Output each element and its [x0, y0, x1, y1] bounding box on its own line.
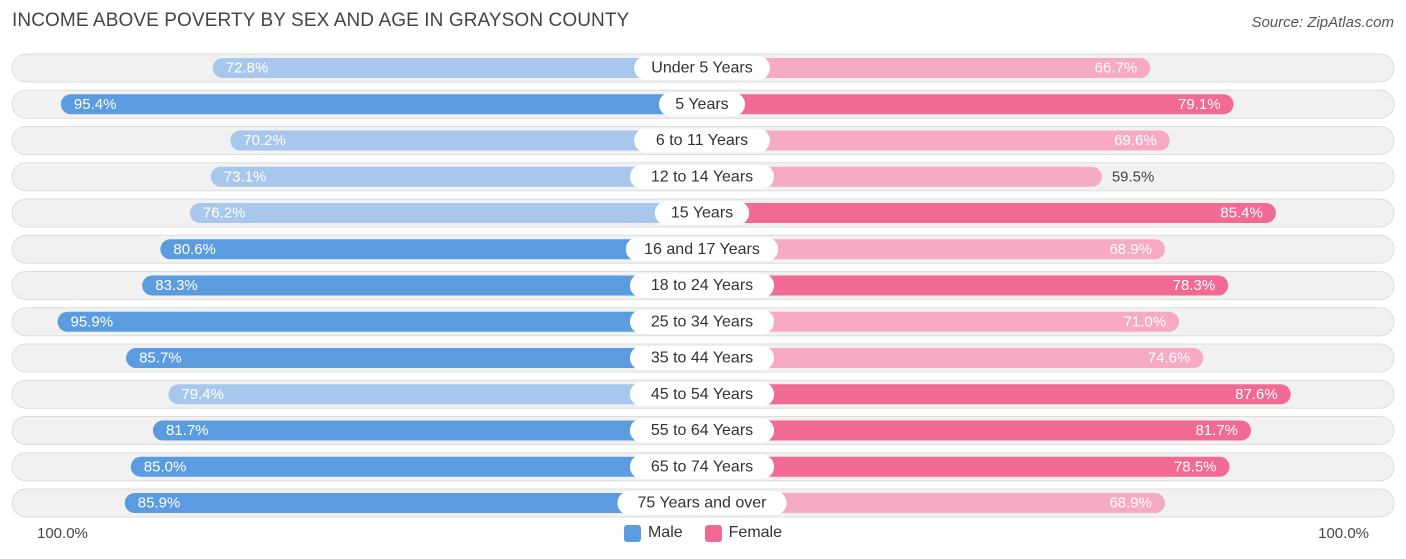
- female-bar: [702, 58, 1151, 78]
- female-value-label: 66.7%: [1095, 60, 1138, 77]
- female-bar: [702, 384, 1291, 405]
- female-bar: [702, 493, 1166, 513]
- category-label-background: [629, 454, 775, 479]
- female-bar: [702, 311, 1180, 332]
- category-label: 75 Years and over: [638, 495, 768, 512]
- category-label-background: [634, 56, 770, 80]
- male-value-label: 85.7%: [139, 350, 182, 367]
- male-value-label: 79.4%: [181, 386, 224, 403]
- category-label: 15 Years: [671, 205, 733, 222]
- legend: Male Female: [0, 524, 1406, 542]
- category-label: 65 to 74 Years: [651, 458, 753, 475]
- category-label: 18 to 24 Years: [651, 277, 753, 294]
- female-value-label: 87.6%: [1235, 386, 1278, 403]
- category-label: 16 and 17 Years: [644, 241, 760, 258]
- category-label: Under 5 Years: [651, 60, 752, 77]
- male-value-label: 95.4%: [74, 96, 117, 113]
- category-label-background: [629, 346, 775, 370]
- female-swatch-icon: [704, 524, 722, 542]
- male-bar: [60, 94, 703, 115]
- male-bar: [210, 166, 702, 187]
- female-bar: [702, 166, 1102, 187]
- male-swatch-icon: [623, 524, 641, 542]
- male-value-label: 80.6%: [173, 241, 216, 258]
- male-bar: [230, 130, 703, 151]
- male-bar: [126, 348, 702, 368]
- male-bar: [212, 58, 702, 78]
- male-value-label: 70.2%: [243, 132, 286, 149]
- legend-male-label: Male: [647, 524, 683, 541]
- male-value-label: 85.9%: [138, 495, 181, 512]
- female-bar: [702, 203, 1276, 223]
- male-value-label: 85.0%: [144, 458, 187, 475]
- female-value-label: 71.0%: [1124, 313, 1167, 330]
- female-value-label: 79.1%: [1178, 96, 1221, 113]
- legend-female-label: Female: [728, 524, 783, 541]
- chart-area: 72.8% 66.7% Under 5 Years 95.4% 79.1% 5 Years…: [11, 53, 1395, 518]
- category-label: 45 to 54 Years: [651, 386, 753, 403]
- category-label-background: [629, 273, 775, 298]
- category-label-background: [629, 418, 775, 443]
- female-value-label: 78.3%: [1173, 277, 1216, 294]
- category-label-background: [629, 309, 775, 334]
- category-label: 6 to 11 Years: [656, 132, 748, 149]
- legend-item-female[interactable]: Female: [704, 524, 783, 542]
- category-label-background: [625, 237, 779, 262]
- male-value-label: 83.3%: [155, 277, 198, 294]
- legend-item-male[interactable]: Male: [623, 524, 683, 542]
- category-label: 5 Years: [675, 96, 728, 113]
- female-value-label: 69.6%: [1114, 132, 1157, 149]
- female-value-label: 78.5%: [1174, 458, 1217, 475]
- category-label-background: [634, 128, 770, 153]
- female-bar: [702, 239, 1166, 260]
- axis-left-label: 100.0%: [37, 525, 88, 542]
- category-label: 35 to 44 Years: [651, 350, 753, 367]
- male-bar: [124, 493, 702, 513]
- female-bar: [702, 348, 1204, 368]
- female-value-label: 68.9%: [1109, 495, 1152, 512]
- female-bar: [702, 456, 1230, 477]
- female-value-label: 59.5%: [1112, 168, 1155, 185]
- male-bar: [152, 420, 702, 441]
- male-value-label: 76.2%: [203, 205, 246, 222]
- male-value-label: 95.9%: [71, 313, 114, 330]
- female-bar: [702, 275, 1229, 296]
- category-label-background: [629, 164, 775, 189]
- male-bar: [130, 456, 703, 477]
- category-label-background: [629, 382, 775, 407]
- female-value-label: 68.9%: [1109, 241, 1152, 258]
- male-value-label: 73.1%: [224, 168, 267, 185]
- chart-title: INCOME ABOVE POVERTY BY SEX AND AGE IN G…: [12, 10, 630, 31]
- male-value-label: 81.7%: [166, 422, 209, 439]
- female-bar: [702, 420, 1252, 441]
- category-label-background: [658, 92, 746, 117]
- male-value-label: 72.8%: [226, 60, 269, 77]
- category-label-background: [617, 491, 787, 515]
- female-bar: [702, 130, 1170, 151]
- female-value-label: 81.7%: [1195, 422, 1238, 439]
- category-label: 55 to 64 Years: [651, 422, 753, 439]
- category-label-background: [654, 201, 750, 225]
- male-bar: [160, 239, 703, 260]
- male-bar: [168, 384, 702, 405]
- category-label: 25 to 34 Years: [651, 313, 753, 330]
- female-value-label: 74.6%: [1148, 350, 1191, 367]
- source-label[interactable]: Source: ZipAtlas.com: [1251, 14, 1394, 31]
- male-bar: [189, 203, 702, 223]
- female-value-label: 85.4%: [1220, 205, 1263, 222]
- male-bar: [142, 275, 702, 296]
- male-bar: [57, 311, 702, 332]
- female-bar: [702, 94, 1234, 115]
- category-label: 12 to 14 Years: [651, 168, 753, 185]
- axis-right-label: 100.0%: [1318, 525, 1369, 542]
